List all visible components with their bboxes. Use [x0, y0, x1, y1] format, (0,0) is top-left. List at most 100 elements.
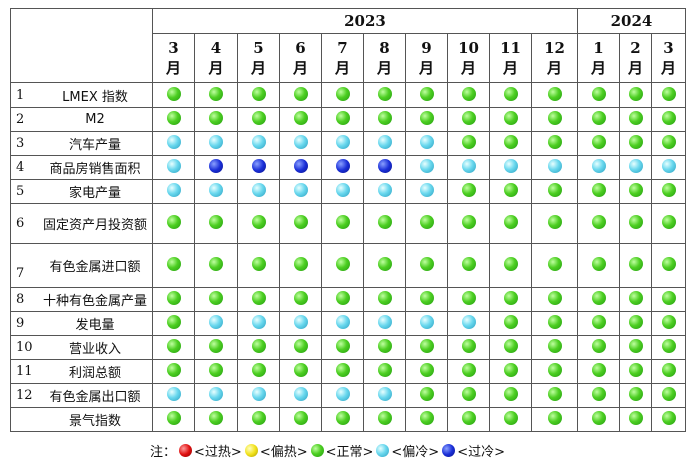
status-cell: [619, 155, 652, 180]
month-header: 6 月: [279, 33, 322, 83]
status-cell: [531, 107, 578, 132]
status-dot-green: [591, 86, 606, 101]
status-dot-green: [419, 215, 434, 229]
status-dot-green: [166, 315, 181, 329]
status-cell: [321, 179, 364, 204]
status-cell: [531, 155, 578, 180]
status-cell: [447, 287, 490, 312]
indicator-row: 6 固定资产月投资额: [10, 203, 686, 244]
month-header: 9 月: [405, 33, 448, 83]
status-dot-lightblue: [251, 183, 266, 197]
status-cell: [489, 287, 532, 312]
status-dot-blue: [251, 159, 266, 173]
status-cell: [152, 131, 195, 156]
status-dot-green: [419, 86, 434, 101]
status-cell: [237, 155, 280, 180]
status-cell: [194, 155, 238, 180]
indicator-row: 9 发电量: [10, 311, 686, 336]
status-dot-lightblue: [547, 159, 562, 173]
status-dot-green: [547, 257, 562, 271]
status-dot-green: [661, 257, 676, 271]
status-cell: [447, 243, 490, 288]
status-cell: [363, 311, 406, 336]
row-number: 3: [10, 131, 38, 156]
legend-label: <过冷>: [457, 445, 505, 460]
status-cell: [577, 155, 620, 180]
status-dot-green: [628, 387, 643, 401]
indicator-row: 4 商品房销售面积: [10, 155, 686, 180]
status-dot-lightblue: [293, 135, 308, 149]
legend-label: <偏冷>: [391, 445, 440, 460]
status-dot-green: [166, 339, 181, 353]
status-dot-lightblue: [166, 183, 181, 197]
status-cell: [619, 335, 652, 360]
indicator-name: 固定资产月投资额: [38, 203, 153, 244]
status-cell: [489, 335, 532, 360]
status-dot-green: [591, 215, 606, 229]
status-dot-green: [209, 291, 223, 305]
indicator-name: 汽车产量: [38, 131, 153, 156]
status-dot-green: [166, 291, 181, 305]
status-cell: [577, 131, 620, 156]
status-cell: [531, 287, 578, 312]
legend-item: <过冷>: [442, 441, 505, 460]
status-dot-green: [251, 363, 266, 377]
status-dot-green: [166, 86, 181, 101]
legend-label: <正常>: [325, 445, 374, 460]
status-dot-green: [335, 411, 350, 425]
status-cell: [447, 203, 490, 244]
status-cell: [152, 203, 195, 244]
indicator-row: 景气指数: [10, 407, 686, 432]
status-cell: [237, 179, 280, 204]
status-dot-green: [377, 339, 392, 353]
status-dot-green: [461, 339, 476, 353]
status-dot-green: [628, 339, 643, 353]
status-cell: [363, 407, 406, 432]
legend-dot-lightblue: [376, 444, 390, 457]
status-dot-green: [628, 257, 643, 271]
status-cell: [152, 82, 195, 108]
status-dot-green: [503, 183, 518, 197]
status-dot-green: [661, 86, 676, 101]
status-cell: [489, 82, 532, 108]
status-cell: [363, 179, 406, 204]
indicator-name: 发电量: [38, 311, 153, 336]
status-dot-lightblue: [377, 387, 392, 401]
status-cell: [405, 311, 448, 336]
indicator-name: 营业收入: [38, 335, 153, 360]
status-cell: [405, 179, 448, 204]
status-cell: [531, 82, 578, 108]
status-dot-lightblue: [503, 159, 518, 173]
status-dot-lightblue: [293, 315, 308, 329]
year-header: 2024: [577, 8, 686, 34]
status-cell: [194, 131, 238, 156]
status-dot-green: [166, 257, 181, 271]
status-dot-lightblue: [209, 315, 223, 329]
status-cell: [363, 131, 406, 156]
legend-item: <过热>: [179, 441, 242, 460]
indicator-row: 1 LMEX 指数: [10, 82, 686, 108]
status-dot-lightblue: [251, 387, 266, 401]
month-header: 11 月: [489, 33, 532, 83]
status-cell: [321, 107, 364, 132]
status-dot-green: [461, 135, 476, 149]
status-cell: [619, 407, 652, 432]
status-dot-green: [377, 86, 392, 101]
status-dot-lightblue: [209, 387, 223, 401]
status-dot-green: [377, 215, 392, 229]
status-cell: [237, 407, 280, 432]
status-cell: [489, 383, 532, 408]
status-dot-lightblue: [335, 135, 350, 149]
status-cell: [619, 131, 652, 156]
status-cell: [321, 383, 364, 408]
status-dot-green: [293, 111, 308, 125]
status-dot-lightblue: [377, 315, 392, 329]
indicator-row: 7 有色金属进口额: [10, 243, 686, 288]
status-cell: [152, 311, 195, 336]
status-dot-green: [503, 135, 518, 149]
status-dot-green: [209, 339, 223, 353]
status-dot-green: [293, 363, 308, 377]
status-dot-green: [377, 411, 392, 425]
status-cell: [651, 287, 686, 312]
row-number: 4: [10, 155, 38, 180]
